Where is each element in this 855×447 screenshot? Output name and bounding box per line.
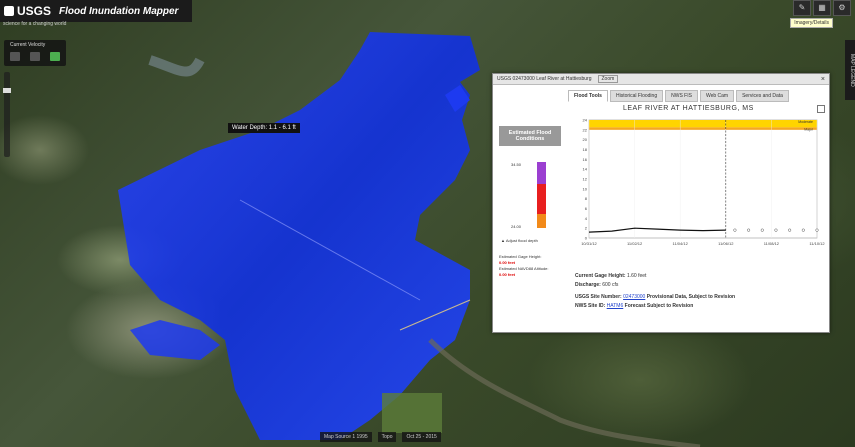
chart-options-icon[interactable] bbox=[817, 105, 825, 113]
y-tick-label: 2 bbox=[585, 226, 588, 231]
site-number-link[interactable]: 02473000 bbox=[623, 294, 646, 300]
forecast-point bbox=[774, 228, 778, 232]
hydrograph-chart: ModerateMajor02468101214161820222410/31/… bbox=[581, 118, 825, 247]
legend-side-tab[interactable]: MAP LEGEND bbox=[845, 40, 855, 100]
discharge-label: Discharge: bbox=[575, 282, 601, 288]
y-tick-label: 10 bbox=[583, 186, 588, 191]
gauge-red-segment bbox=[537, 184, 546, 214]
status-chip-source: Map Source 1 1995 bbox=[320, 432, 372, 442]
estimated-values: Estimated Gage Height: 0.00 feet Estimat… bbox=[499, 254, 549, 278]
nws-label: NWS Site ID: bbox=[575, 303, 606, 309]
toolbar-tooltip: Imagery/Details bbox=[790, 18, 833, 28]
zoom-slider[interactable] bbox=[3, 72, 11, 157]
stage-band-major bbox=[589, 127, 817, 130]
adjust-icon: ▲ bbox=[501, 238, 506, 243]
adjust-label: Adjust flood depth bbox=[505, 238, 538, 243]
forecast-point bbox=[788, 228, 792, 232]
app-subtitle: science for a changing world bbox=[3, 21, 67, 27]
site-readouts: Current Gage Height: 1.60 feet Discharge… bbox=[575, 272, 735, 311]
y-tick-label: 14 bbox=[583, 167, 588, 172]
tab-web-cam[interactable]: Web Cam bbox=[699, 90, 735, 102]
forecast-point bbox=[815, 228, 819, 232]
x-tick-label: 10/31/12 bbox=[581, 241, 597, 246]
estimated-flood-conditions: Estimated Flood Conditions bbox=[499, 126, 561, 146]
y-tick-label: 4 bbox=[585, 216, 588, 221]
gauge-orange-segment bbox=[537, 214, 546, 228]
gauge-purple-segment bbox=[537, 162, 546, 184]
usgs-logo: USGS bbox=[4, 4, 51, 18]
site-number-label: USGS Site Number: bbox=[575, 294, 622, 300]
bottom-status-bar: Map Source 1 1995 Topo Oct 25 - 2015 bbox=[320, 432, 447, 442]
y-tick-label: 6 bbox=[585, 206, 588, 211]
y-tick-label: 24 bbox=[583, 118, 588, 123]
y-tick-label: 12 bbox=[583, 177, 588, 182]
close-icon[interactable]: × bbox=[820, 75, 825, 83]
x-tick-label: 11/10/12 bbox=[809, 241, 825, 246]
nws-link[interactable]: HATM6 bbox=[606, 303, 624, 309]
stage-band-label-major: Major bbox=[804, 127, 814, 131]
tab-nws-fis[interactable]: NWS FIS bbox=[665, 90, 698, 102]
gauge-top-label: 34.50 bbox=[511, 162, 522, 167]
forecast-point bbox=[747, 228, 751, 232]
popup-header-title: USGS 02473000 Leaf River at Hattiesburg bbox=[497, 76, 592, 82]
water-depth-label: Water Depth: 1.1 - 6.1 ft bbox=[228, 123, 300, 133]
x-tick-label: 11/04/12 bbox=[673, 241, 689, 246]
tab-services-data[interactable]: Services and Data bbox=[736, 90, 789, 102]
estimated-panel: Estimated Flood Conditions bbox=[499, 126, 561, 146]
logo-text: USGS bbox=[17, 4, 52, 18]
y-tick-label: 0 bbox=[585, 236, 588, 241]
est-elev-label: Estimated NAVD88 Altitude: bbox=[499, 266, 549, 271]
y-tick-label: 20 bbox=[583, 137, 588, 142]
time-control-panel: Current Velocity bbox=[4, 40, 66, 66]
usgs-mark-icon bbox=[4, 6, 14, 16]
stage-band-moderate bbox=[589, 120, 817, 128]
gauge-bottom-label: 24.00 bbox=[511, 224, 522, 229]
map-toolbar: ✎ ▦ ⚙ bbox=[791, 0, 851, 16]
tab-flood-tools[interactable]: Flood Tools bbox=[568, 90, 608, 102]
zoom-slider-handle[interactable] bbox=[3, 88, 11, 93]
status-chip-basemap[interactable]: Topo bbox=[377, 432, 397, 442]
est-elev-value: 0.00 feet bbox=[499, 272, 516, 277]
plot-area bbox=[588, 119, 818, 239]
status-chip-date: Oct 25 - 2015 bbox=[402, 432, 441, 442]
est-gage-label: Estimated Gage Height: bbox=[499, 254, 542, 259]
x-tick-label: 11/06/12 bbox=[718, 241, 734, 246]
provisional-text: Provisional Data, Subject to Revision bbox=[646, 294, 736, 300]
chart-title: LEAF RIVER AT HATTIESBURG, MS bbox=[623, 105, 754, 112]
pause-button[interactable] bbox=[30, 52, 40, 61]
current-gage-label: Current Gage Height: bbox=[575, 273, 626, 279]
stage-band-label-moderate: Moderate bbox=[798, 120, 813, 124]
y-tick-label: 22 bbox=[583, 127, 588, 132]
forecast-point bbox=[801, 228, 805, 232]
step-back-button[interactable] bbox=[10, 52, 20, 61]
flood-gauge-slider[interactable] bbox=[537, 162, 546, 228]
est-gage-value: 0.00 feet bbox=[499, 260, 516, 265]
tab-historical-flooding[interactable]: Historical Flooding bbox=[609, 90, 664, 102]
popup-header: USGS 02473000 Leaf River at Hattiesburg … bbox=[493, 74, 829, 85]
time-control-label: Current Velocity bbox=[10, 42, 46, 48]
current-gage-value: 1.60 feet bbox=[626, 273, 647, 279]
measure-tool-icon[interactable]: ✎ bbox=[793, 0, 811, 16]
app-title: Flood Inundation Mapper bbox=[59, 5, 179, 17]
popup-tabs: Flood Tools Historical Flooding NWS FIS … bbox=[568, 90, 791, 102]
observed-series-line bbox=[588, 227, 726, 233]
forecast-point bbox=[733, 228, 737, 232]
adjust-flood-depth[interactable]: ▲ Adjust flood depth bbox=[501, 238, 538, 243]
discharge-value: 600 cfs bbox=[602, 282, 619, 288]
site-info-popup: USGS 02473000 Leaf River at Hattiesburg … bbox=[492, 73, 830, 333]
zoom-to-button[interactable]: Zoom bbox=[597, 75, 619, 83]
y-tick-label: 18 bbox=[583, 147, 588, 152]
forecast-text: Forecast Subject to Revision bbox=[624, 303, 694, 309]
x-tick-label: 11/02/12 bbox=[627, 241, 643, 246]
x-tick-label: 11/08/12 bbox=[764, 241, 780, 246]
play-button[interactable] bbox=[50, 52, 60, 61]
y-tick-label: 8 bbox=[585, 196, 588, 201]
forecast-point bbox=[760, 228, 764, 232]
settings-tool-icon[interactable]: ⚙ bbox=[833, 0, 851, 16]
app-header: USGS Flood Inundation Mapper bbox=[0, 0, 192, 22]
basemap-tool-icon[interactable]: ▦ bbox=[813, 0, 831, 16]
y-tick-label: 16 bbox=[583, 157, 588, 162]
